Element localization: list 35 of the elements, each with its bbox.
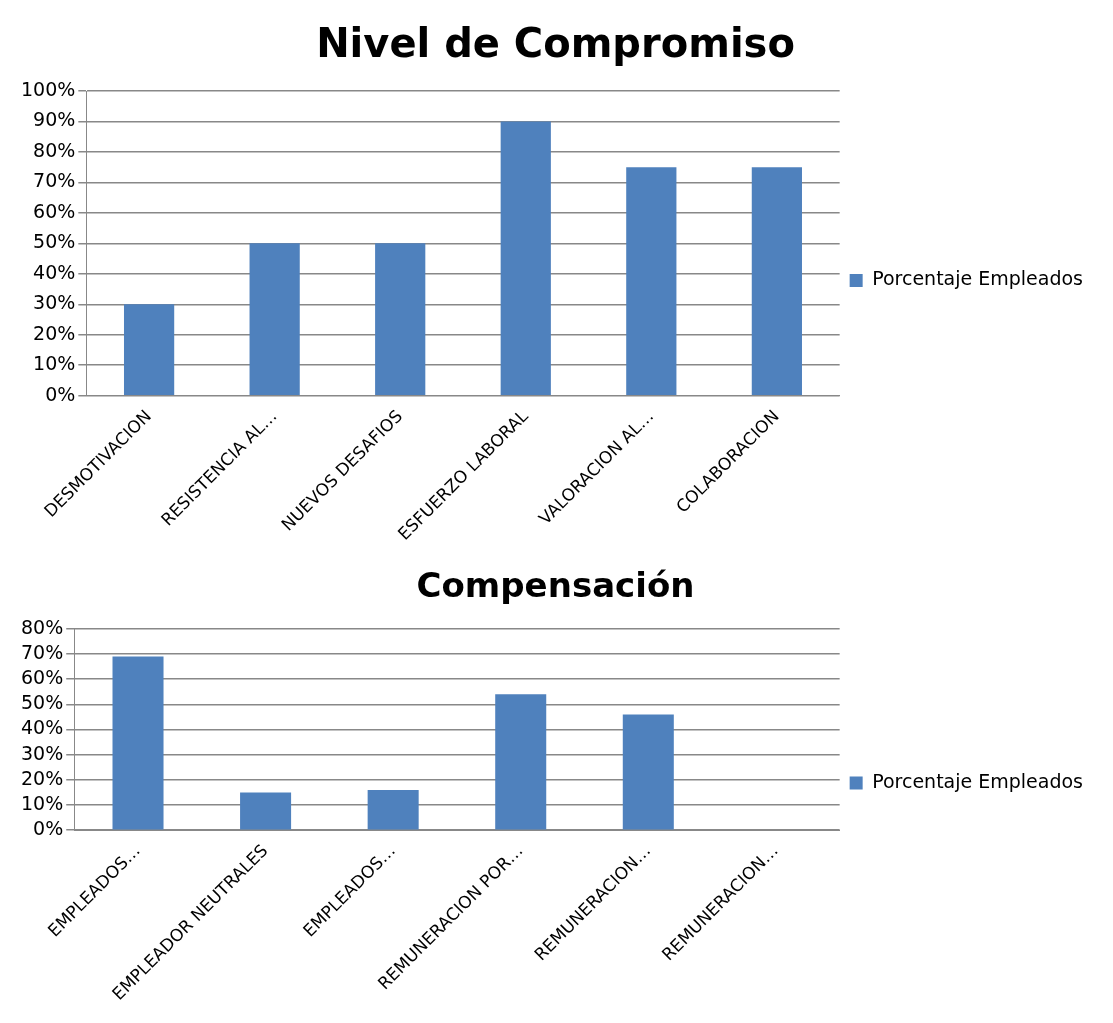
y-tick-label: 30% xyxy=(21,741,64,764)
y-tick-label: 40% xyxy=(33,260,76,283)
bar xyxy=(249,243,300,395)
y-tick-label: 50% xyxy=(33,230,76,253)
bar xyxy=(123,304,175,395)
y-tick-label: 30% xyxy=(33,291,76,314)
y-tick-label: 70% xyxy=(33,169,76,192)
y-tick-label: 0% xyxy=(45,382,76,405)
y-tick-label: 60% xyxy=(33,199,76,222)
y-tick-label: 10% xyxy=(33,352,76,375)
legend-label: Porcentaje Empleados xyxy=(872,769,1084,792)
y-tick-label: 40% xyxy=(21,716,64,739)
y-tick-label: 90% xyxy=(33,108,76,131)
bar xyxy=(375,243,426,395)
y-tick-label: 0% xyxy=(33,817,64,840)
y-tick-label: 50% xyxy=(21,691,64,714)
chart-title: Nivel de Compromiso xyxy=(316,20,795,67)
y-tick-label: 70% xyxy=(21,640,64,663)
bar xyxy=(626,167,677,395)
y-tick-label: 80% xyxy=(21,615,64,638)
bar xyxy=(112,656,164,830)
bar xyxy=(367,789,419,830)
bar xyxy=(622,714,674,830)
bar xyxy=(495,694,547,830)
bar xyxy=(240,792,292,830)
y-tick-label: 20% xyxy=(33,321,76,344)
bar xyxy=(751,167,802,395)
legend-label: Porcentaje Empleados xyxy=(872,267,1084,290)
y-tick-label: 10% xyxy=(21,791,64,814)
y-tick-label: 80% xyxy=(33,138,76,161)
bar xyxy=(500,121,551,395)
y-tick-label: 60% xyxy=(21,666,64,689)
y-tick-label: 100% xyxy=(20,77,76,100)
y-tick-label: 20% xyxy=(21,766,64,789)
chart-title: Compensación xyxy=(416,565,695,606)
